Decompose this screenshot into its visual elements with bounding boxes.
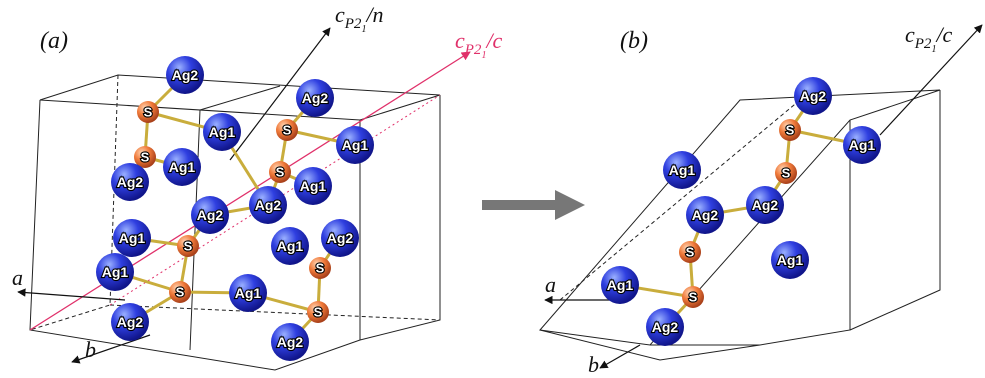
atom-label: S [689, 290, 698, 305]
atom-label: S [782, 166, 791, 181]
axis-symbol: b [588, 352, 599, 377]
axis-suffix: /n [364, 2, 383, 27]
atom-label: Ag2 [327, 230, 354, 246]
atom-label: Ag2 [652, 319, 679, 335]
atom-label: S [176, 285, 185, 300]
atom-label: S [316, 261, 325, 276]
atom-label: Ag2 [800, 88, 827, 104]
atom-label: Ag2 [752, 197, 779, 213]
atom-label: Ag1 [342, 137, 369, 153]
axis-symbol: a [12, 265, 23, 290]
axis-symbol: a [545, 272, 556, 297]
panel-label: (a) [40, 28, 68, 54]
atom-label: Ag1 [669, 162, 696, 178]
axis-label: cP21/n [335, 2, 384, 35]
atom-label: Ag2 [117, 174, 144, 190]
atom-label: Ag1 [169, 159, 196, 175]
atom-label: S [314, 305, 323, 320]
axis-label: cP21/c [905, 22, 953, 55]
axis-suffix: /c [934, 22, 952, 47]
atom-label: Ag1 [777, 252, 804, 268]
atom-label: Ag1 [849, 137, 876, 153]
atom-label: Ag1 [119, 230, 146, 246]
atom-label: Ag2 [692, 207, 719, 223]
atom-label: Ag2 [117, 314, 144, 330]
atom-label: S [141, 150, 150, 165]
atom-label: S [184, 239, 193, 254]
atom-label: Ag2 [277, 334, 304, 350]
axis-label: b [588, 352, 599, 377]
atom-label: Ag1 [607, 277, 634, 293]
axis-subscript: P2 [344, 16, 362, 32]
transition-arrow [482, 190, 585, 220]
atom-label: Ag2 [255, 197, 282, 213]
axis-label: a [12, 265, 23, 290]
axis-subscript: P2 [464, 42, 482, 58]
axis-symbol: c [905, 22, 915, 47]
figure: (a) (b) Ag2Ag2SAg1SAg1SAg1Ag2SAg1Ag2Ag2A… [0, 0, 985, 378]
atom-label: S [276, 165, 285, 180]
axis-label: b [85, 337, 96, 362]
atom-label: Ag2 [197, 207, 224, 223]
atom-label: Ag1 [235, 285, 262, 301]
atom-label: Ag1 [277, 238, 304, 254]
panel-label: (b) [620, 28, 648, 54]
axis-subscript: P2 [914, 36, 932, 52]
axis-suffix: /c [484, 28, 502, 53]
atom-label: Ag1 [102, 264, 129, 280]
atom-label: S [283, 123, 292, 138]
atom-label: Ag2 [172, 67, 199, 83]
atom-label: S [144, 105, 153, 120]
axis-labels: cP21/n cP21/c a b cP21/c a b [12, 2, 953, 377]
atom-label: Ag2 [302, 90, 329, 106]
atom-label: Ag1 [209, 124, 236, 140]
axis-symbol: c [455, 28, 465, 53]
axis-label: a [545, 272, 556, 297]
axis-symbol: b [85, 337, 96, 362]
atom-label: S [686, 245, 695, 260]
axis-label: cP21/c [455, 28, 503, 61]
axis-symbol: c [335, 2, 345, 27]
atom-label: Ag1 [300, 178, 327, 194]
atom-label: S [786, 123, 795, 138]
